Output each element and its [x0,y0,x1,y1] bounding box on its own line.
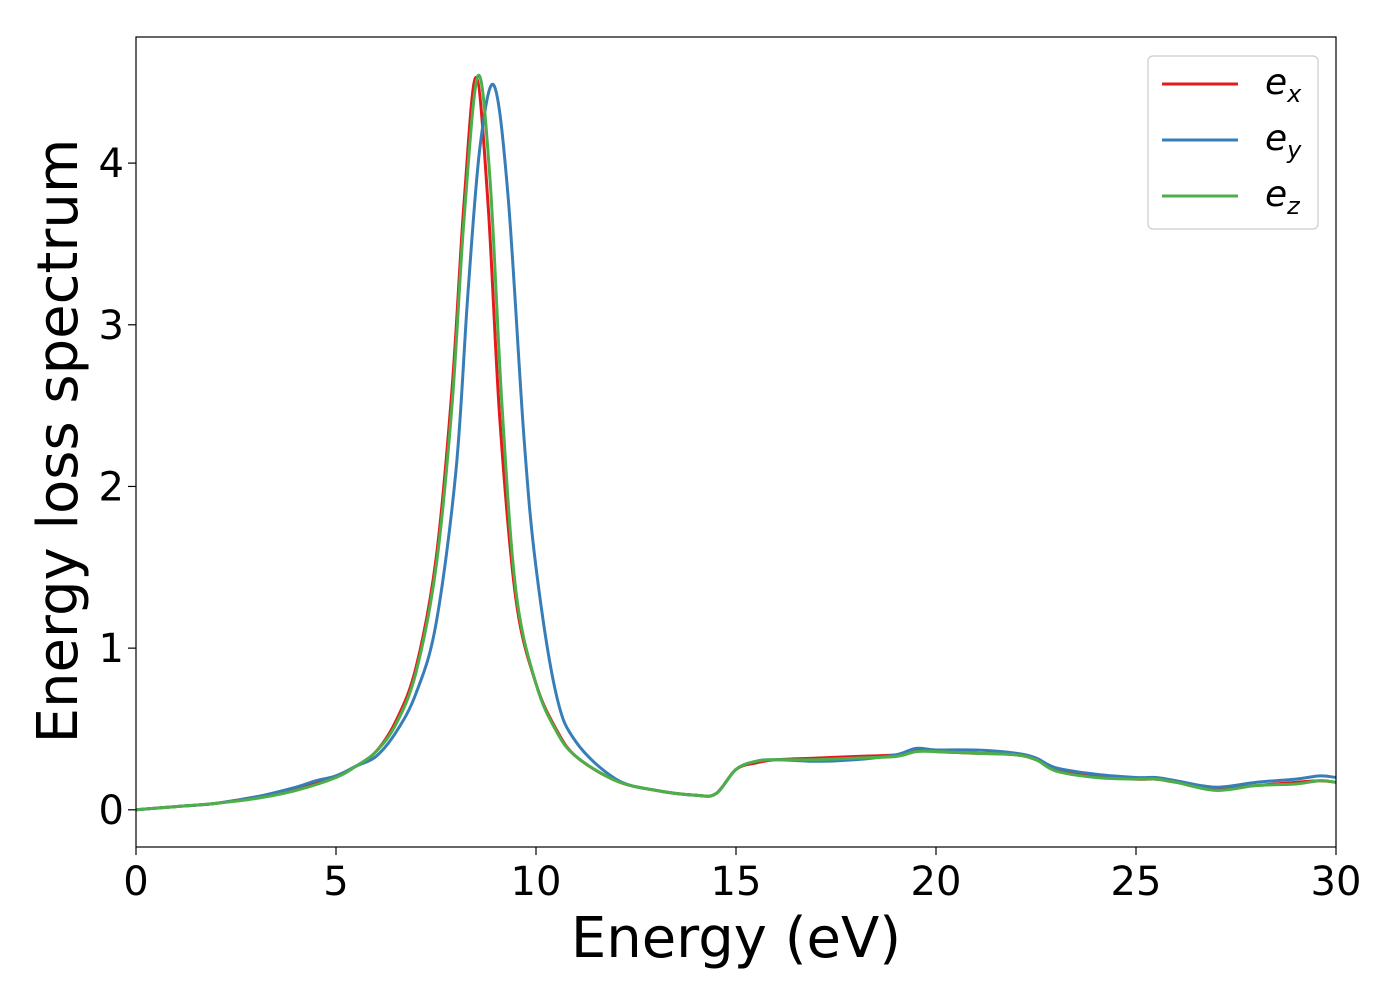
series-line-e-y [136,82,1336,812]
series-lines [136,73,1336,812]
axes-layer: 0 5 10 15 20 25 30 0 1 2 3 4 [99,36,1362,905]
x-tick-label: 0 [123,859,148,905]
x-tick-label: 30 [1311,859,1362,905]
x-tick-label: 20 [911,859,962,905]
y-tick-label: 3 [99,303,124,349]
y-tick-label: 2 [99,464,124,510]
x-axis-label: Energy (eV) [571,906,901,971]
y-tick-label: 4 [99,141,124,187]
legend-label-x: ex [1265,62,1302,108]
y-axis-label: Energy loss spectrum [26,139,91,744]
legend-box [1147,55,1319,230]
x-tick-label: 5 [323,859,348,905]
series-line-e-z [136,73,1336,812]
x-tick-label: 15 [711,859,762,905]
plot-layer [136,73,1336,812]
y-tick-label: 0 [99,788,124,834]
x-tick-label: 10 [511,859,562,905]
x-tick-label: 25 [1111,859,1162,905]
y-tick-label: 1 [99,626,124,672]
